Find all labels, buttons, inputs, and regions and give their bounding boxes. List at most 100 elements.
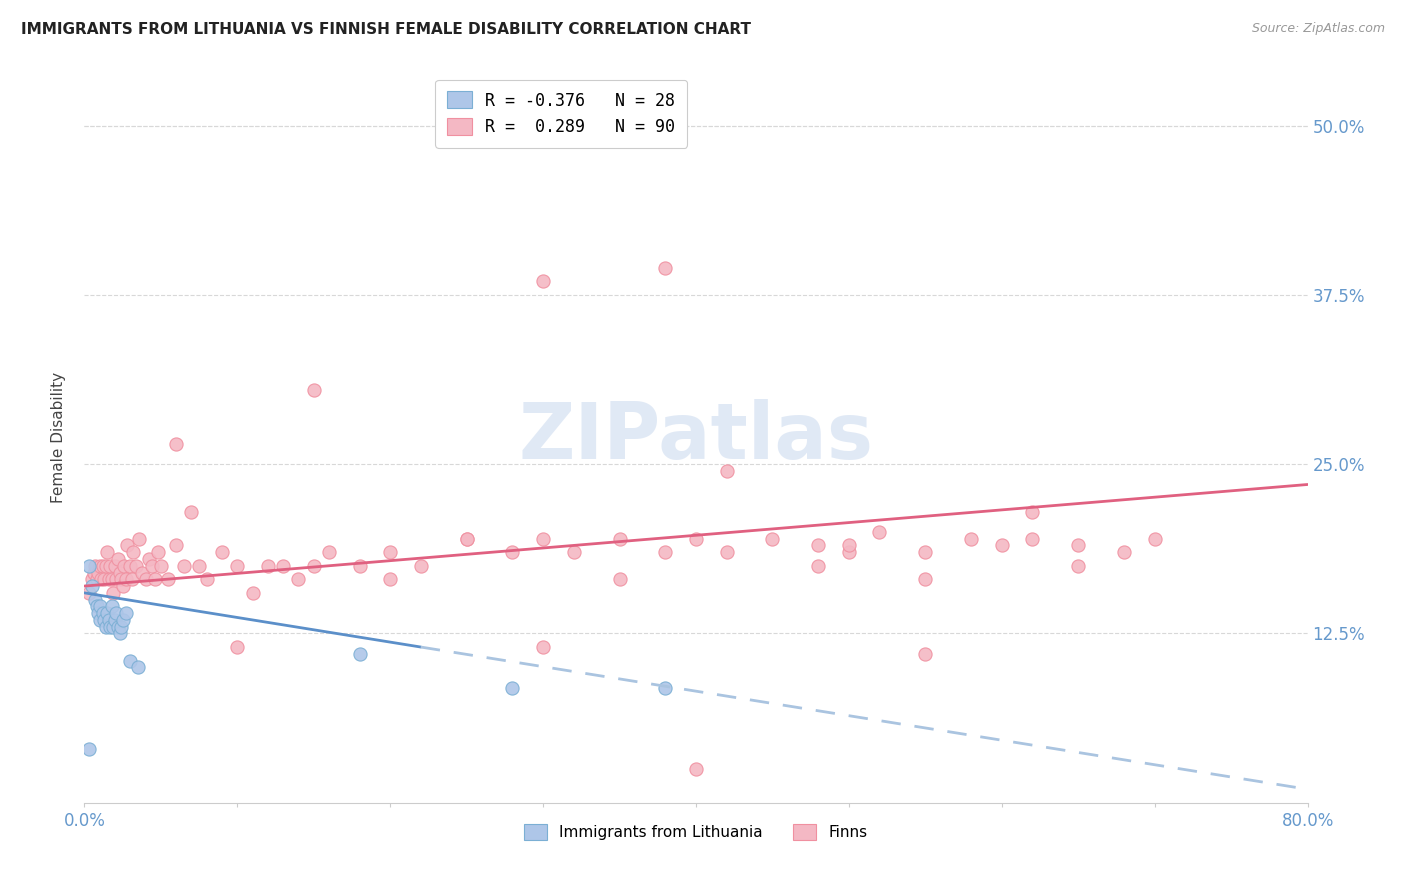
Point bbox=[914, 545, 936, 559]
Point bbox=[125, 558, 148, 573]
Point bbox=[87, 606, 110, 620]
Point bbox=[110, 572, 132, 586]
Point bbox=[105, 606, 128, 620]
Point bbox=[107, 552, 129, 566]
Point bbox=[89, 558, 111, 573]
Point bbox=[914, 572, 936, 586]
Point bbox=[94, 620, 117, 634]
Point bbox=[991, 538, 1014, 552]
Point bbox=[107, 620, 129, 634]
Point bbox=[226, 558, 249, 573]
Point bbox=[1021, 532, 1043, 546]
Point bbox=[105, 572, 128, 586]
Point bbox=[87, 566, 110, 580]
Point bbox=[807, 558, 830, 573]
Point bbox=[211, 545, 233, 559]
Point bbox=[531, 274, 554, 288]
Point bbox=[188, 558, 211, 573]
Legend: Immigrants from Lithuania, Finns: Immigrants from Lithuania, Finns bbox=[517, 818, 875, 847]
Point bbox=[226, 640, 249, 654]
Point bbox=[122, 545, 145, 559]
Point bbox=[80, 579, 103, 593]
Point bbox=[146, 545, 169, 559]
Point bbox=[531, 532, 554, 546]
Point bbox=[108, 566, 131, 580]
Point bbox=[101, 599, 124, 614]
Point bbox=[157, 572, 180, 586]
Point bbox=[91, 606, 114, 620]
Point bbox=[242, 586, 264, 600]
Text: Source: ZipAtlas.com: Source: ZipAtlas.com bbox=[1251, 22, 1385, 36]
Point bbox=[128, 532, 150, 546]
Point bbox=[838, 538, 860, 552]
Point bbox=[654, 681, 676, 695]
Point bbox=[456, 532, 478, 546]
Point bbox=[96, 545, 118, 559]
Point bbox=[84, 592, 107, 607]
Point bbox=[138, 552, 160, 566]
Point bbox=[115, 538, 138, 552]
Point bbox=[960, 532, 983, 546]
Point bbox=[562, 545, 585, 559]
Point bbox=[83, 566, 105, 580]
Point bbox=[349, 647, 371, 661]
Point bbox=[110, 620, 132, 634]
Point bbox=[869, 524, 891, 539]
Point bbox=[77, 741, 100, 756]
Point bbox=[91, 558, 114, 573]
Point bbox=[1114, 545, 1136, 559]
Point bbox=[287, 572, 309, 586]
Text: IMMIGRANTS FROM LITHUANIA VS FINNISH FEMALE DISABILITY CORRELATION CHART: IMMIGRANTS FROM LITHUANIA VS FINNISH FEM… bbox=[21, 22, 751, 37]
Point bbox=[609, 532, 631, 546]
Point bbox=[77, 586, 100, 600]
Point bbox=[318, 545, 340, 559]
Point bbox=[302, 383, 325, 397]
Point bbox=[104, 558, 127, 573]
Point bbox=[103, 586, 125, 600]
Point bbox=[173, 558, 195, 573]
Point bbox=[86, 599, 108, 614]
Point bbox=[111, 579, 134, 593]
Point bbox=[1021, 505, 1043, 519]
Point bbox=[685, 762, 707, 776]
Point bbox=[1067, 558, 1090, 573]
Point bbox=[257, 558, 280, 573]
Point bbox=[114, 606, 136, 620]
Point bbox=[180, 505, 202, 519]
Text: ZIPatlas: ZIPatlas bbox=[519, 399, 873, 475]
Y-axis label: Female Disability: Female Disability bbox=[51, 371, 66, 503]
Point bbox=[112, 558, 135, 573]
Point bbox=[1143, 532, 1166, 546]
Point bbox=[84, 558, 107, 573]
Point bbox=[409, 558, 432, 573]
Point bbox=[271, 558, 294, 573]
Point bbox=[141, 558, 163, 573]
Point bbox=[127, 660, 149, 674]
Point bbox=[101, 572, 124, 586]
Point bbox=[149, 558, 172, 573]
Point bbox=[685, 532, 707, 546]
Point bbox=[89, 613, 111, 627]
Point bbox=[80, 572, 103, 586]
Point bbox=[914, 647, 936, 661]
Point bbox=[349, 558, 371, 573]
Point bbox=[761, 532, 783, 546]
Point bbox=[165, 437, 187, 451]
Point bbox=[98, 620, 121, 634]
Point bbox=[93, 572, 115, 586]
Point bbox=[143, 572, 166, 586]
Point bbox=[120, 654, 142, 668]
Point bbox=[195, 572, 218, 586]
Point bbox=[716, 464, 738, 478]
Point bbox=[98, 558, 121, 573]
Point bbox=[502, 681, 524, 695]
Point bbox=[1067, 538, 1090, 552]
Point bbox=[165, 538, 187, 552]
Point bbox=[135, 572, 157, 586]
Point bbox=[108, 626, 131, 640]
Point bbox=[654, 260, 676, 275]
Point bbox=[77, 558, 100, 573]
Point bbox=[609, 572, 631, 586]
Point bbox=[96, 606, 118, 620]
Point bbox=[807, 538, 830, 552]
